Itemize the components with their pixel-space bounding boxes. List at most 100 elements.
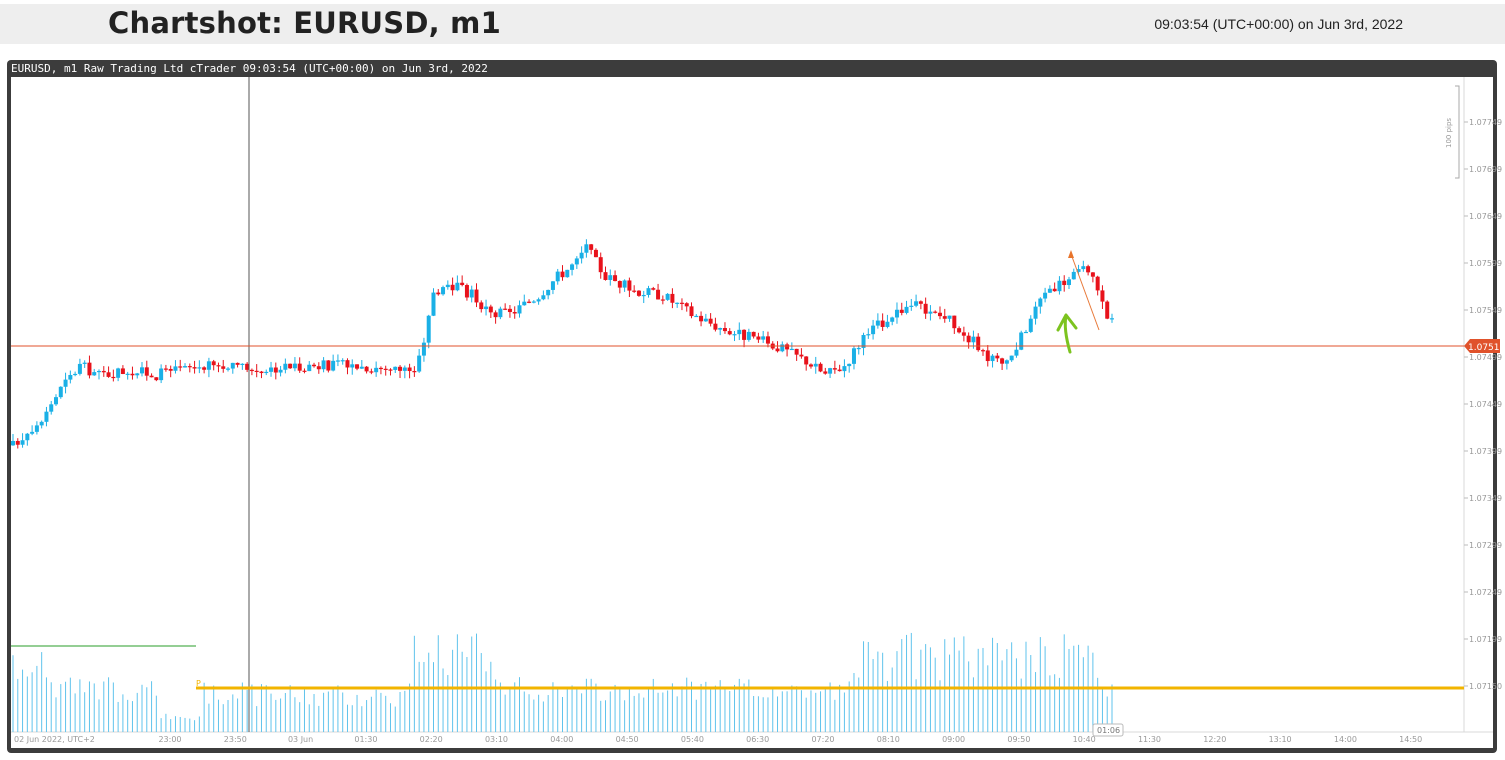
- candle-body: [799, 354, 804, 357]
- candle-body: [498, 308, 503, 318]
- page-timestamp: 09:03:54 (UTC+00:00) on Jun 3rd, 2022: [1154, 16, 1403, 32]
- candle-body: [703, 318, 708, 322]
- time-tick-label: 14:00: [1334, 735, 1357, 744]
- candle-body: [326, 360, 331, 371]
- candle-body: [742, 329, 747, 340]
- candle-body: [388, 369, 393, 371]
- candle-body: [211, 361, 216, 366]
- candle-body: [87, 362, 92, 376]
- time-tick-label: 05:40: [681, 735, 704, 744]
- time-tick-label: 23:50: [224, 735, 247, 744]
- candle-body: [894, 309, 899, 318]
- candle-body: [531, 301, 536, 303]
- current-price-badge: [1464, 339, 1500, 353]
- candle-body: [1081, 266, 1086, 270]
- candle-body: [421, 342, 426, 356]
- candles: [11, 239, 1114, 449]
- page-title: Chartshot: EURUSD, m1: [108, 6, 501, 40]
- trend-line[interactable]: [1070, 253, 1100, 331]
- candle-body: [732, 334, 737, 336]
- volume-bars: [12, 632, 1113, 732]
- candle-body: [450, 284, 455, 291]
- price-tick-label: 1.07499: [1469, 353, 1502, 362]
- time-tick-label: 12:20: [1203, 735, 1226, 744]
- candle-body: [378, 367, 383, 370]
- candle-body: [522, 301, 527, 306]
- candle-body: [278, 369, 283, 373]
- candle-body: [923, 303, 928, 314]
- price-tick-label: 1.07249: [1469, 588, 1502, 597]
- time-tick-label: 10:40: [1073, 735, 1096, 744]
- candle-body: [689, 306, 694, 317]
- pip-scale-bracket: [1455, 85, 1460, 179]
- candle-body: [106, 372, 111, 377]
- candle-body: [159, 368, 164, 381]
- candle-body: [699, 315, 704, 322]
- p-level-label: P: [196, 679, 201, 688]
- candle-body: [73, 373, 78, 376]
- candle-body: [679, 302, 684, 304]
- candle-body: [761, 336, 766, 340]
- candle-body: [937, 312, 942, 317]
- candle-body: [206, 361, 211, 370]
- candle-body: [39, 421, 44, 426]
- candle-body: [431, 292, 436, 316]
- pip-scale-label: 100 pips: [1445, 118, 1453, 148]
- candle-body: [660, 299, 665, 301]
- candle-body: [63, 379, 68, 387]
- candle-body: [899, 309, 904, 313]
- candle-body: [627, 280, 632, 291]
- page-header: Chartshot: EURUSD, m1 09:03:54 (UTC+00:0…: [0, 4, 1505, 44]
- candle-body: [441, 287, 446, 295]
- candle-body: [608, 275, 613, 280]
- candle-body: [713, 323, 718, 330]
- candle-body: [383, 368, 388, 370]
- candle-body: [455, 282, 460, 291]
- candle-body: [775, 348, 780, 352]
- time-tick-label: 02:20: [420, 735, 443, 744]
- candle-body: [30, 431, 35, 434]
- candle-body: [560, 271, 565, 278]
- candle-body: [369, 371, 374, 373]
- candle-body: [904, 306, 909, 313]
- time-tick-label: 04:00: [550, 735, 573, 744]
- time-tick-label: 09:50: [1007, 735, 1030, 744]
- candle-body: [746, 331, 751, 340]
- candle-body: [794, 348, 799, 355]
- candle-body: [417, 355, 422, 372]
- candle-body: [292, 363, 297, 369]
- candle-body: [254, 370, 259, 373]
- price-axis: 1.07749 1.07699 1.07649 1.07599 1.07549 1.074…: [1464, 118, 1502, 691]
- price-tick-label: 1.07699: [1469, 165, 1502, 174]
- candle-body: [985, 350, 990, 362]
- candle-body: [555, 271, 560, 282]
- candle-body: [861, 334, 866, 348]
- candle-body: [976, 336, 981, 351]
- candle-body: [603, 272, 608, 280]
- price-tick-label: 1.07150: [1469, 682, 1502, 691]
- chart-header: EURUSD, m1 Raw Trading Ltd cTrader 09:03…: [11, 62, 488, 75]
- candle-body: [1066, 279, 1071, 286]
- candle-body: [832, 368, 837, 370]
- candle-body: [187, 366, 192, 368]
- time-axis: 02 Jun 2022, UTC+2 23:00 23:50 03 Jun 01:30 0…: [14, 735, 1422, 744]
- candle-body: [230, 362, 235, 369]
- candle-body: [837, 369, 842, 372]
- candle-body: [58, 386, 63, 398]
- candle-body: [1038, 298, 1043, 307]
- candle-body: [670, 293, 675, 303]
- candle-body: [1057, 280, 1062, 292]
- candle-body: [808, 364, 813, 367]
- candle-body: [914, 301, 919, 306]
- candle-body: [412, 371, 417, 373]
- candle-body: [550, 281, 555, 290]
- candle-body: [1105, 301, 1110, 319]
- candle-body: [402, 367, 407, 371]
- candle-body: [493, 312, 498, 318]
- candle-body: [1100, 290, 1105, 302]
- candle-body: [574, 258, 579, 265]
- candle-body: [331, 360, 336, 371]
- candle-body: [321, 360, 326, 370]
- candle-body: [971, 336, 976, 343]
